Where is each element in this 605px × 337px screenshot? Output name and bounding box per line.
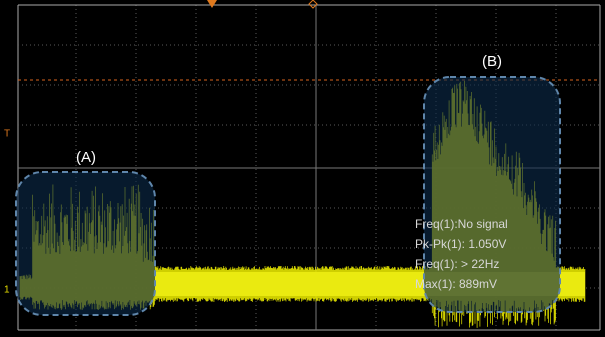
- oscilloscope-screen: (A) (B) Freq(1):No signal Pk-Pk(1): 1.05…: [0, 0, 605, 337]
- region-b-label: (B): [482, 53, 502, 70]
- channel-marker: 1: [4, 285, 10, 296]
- measurement: Max(1): 889mV: [415, 277, 497, 291]
- trigger-marker: T: [4, 129, 10, 140]
- measurement: Freq(1): > 22Hz: [415, 257, 499, 271]
- region-a-label: (A): [76, 149, 96, 166]
- measurement: Pk-Pk(1): 1.050V: [415, 237, 506, 251]
- region-a-box: [16, 172, 155, 315]
- measurement: Freq(1):No signal: [415, 217, 508, 231]
